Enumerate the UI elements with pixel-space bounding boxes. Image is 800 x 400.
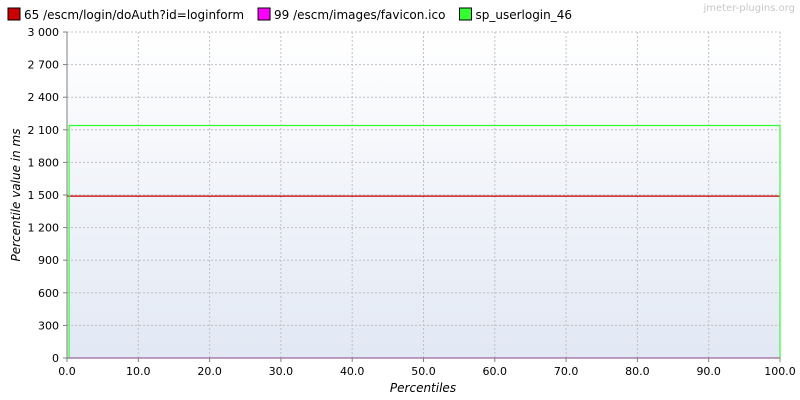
x-tick-label: 80.0 bbox=[625, 365, 650, 378]
y-tick-label: 900 bbox=[38, 254, 59, 267]
y-tick-label: 300 bbox=[38, 319, 59, 332]
legend-swatch-2 bbox=[257, 7, 271, 21]
watermark-text: jmeter-plugins.org bbox=[702, 3, 795, 14]
x-tick-label: 70.0 bbox=[554, 365, 579, 378]
x-tick-label: 50.0 bbox=[411, 365, 436, 378]
legend-label-2: 99 /escm/images/favicon.ico bbox=[274, 8, 445, 22]
y-tick-label: 2 700 bbox=[28, 59, 60, 72]
y-tick-label: 2 400 bbox=[28, 91, 60, 104]
y-tick-label: 1 200 bbox=[28, 222, 60, 235]
legend-label-3: sp_userlogin_46 bbox=[475, 8, 572, 22]
x-tick-label: 10.0 bbox=[126, 365, 151, 378]
y-tick-label: 0 bbox=[52, 352, 59, 365]
legend-label-1: 65 /escm/login/doAuth?id=loginform bbox=[24, 8, 244, 22]
x-tick-label: 0.0 bbox=[58, 365, 76, 378]
legend-swatch-3 bbox=[458, 7, 472, 21]
x-tick-label: 90.0 bbox=[696, 365, 721, 378]
x-axis-title: Percentiles bbox=[390, 381, 456, 395]
x-tick-label: 60.0 bbox=[483, 365, 508, 378]
grid bbox=[67, 31, 781, 358]
x-tick-labels: 0.0 10.0 20.0 30.0 40.0 50.0 60.0 70.0 80.0 90.0 1… bbox=[58, 358, 796, 378]
x-tick-label: 100.0 bbox=[764, 365, 796, 378]
x-tick-label: 30.0 bbox=[269, 365, 294, 378]
legend: 65 /escm/login/doAuth?id=loginform 99 /es… bbox=[7, 7, 572, 22]
y-tick-label: 2 100 bbox=[28, 124, 60, 137]
legend-swatch-1 bbox=[7, 7, 21, 21]
y-tick-label: 1 800 bbox=[28, 156, 60, 169]
x-tick-label: 20.0 bbox=[197, 365, 222, 378]
y-axis-title: Percentile value in ms bbox=[9, 129, 23, 262]
y-tick-label: 3 000 bbox=[28, 26, 60, 39]
x-tick-label: 40.0 bbox=[340, 365, 365, 378]
y-tick-label: 1 500 bbox=[28, 189, 60, 202]
y-tick-label: 600 bbox=[38, 287, 59, 300]
y-tick-labels: 0 300 600 900 1 200 1 500 1 800 2 100 2 400 2 700… bbox=[28, 26, 67, 365]
